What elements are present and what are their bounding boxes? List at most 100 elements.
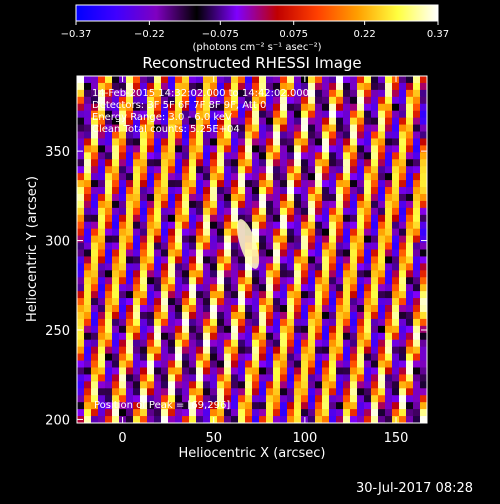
heatmap-cell [273, 256, 281, 264]
heatmap-cell [259, 360, 267, 369]
heatmap-cell [133, 395, 141, 403]
heatmap-cell [189, 298, 197, 306]
heatmap-cell [350, 332, 358, 341]
heatmap-cell [308, 402, 316, 410]
heatmap-cell [371, 173, 379, 181]
heatmap-cell [133, 103, 141, 112]
heatmap-cell [315, 180, 323, 188]
heatmap-cell [231, 187, 239, 195]
heatmap-cell [322, 187, 330, 195]
heatmap-cell [259, 367, 267, 376]
heatmap-cell [273, 346, 281, 355]
heatmap-cell [322, 180, 330, 188]
heatmap-cell [210, 145, 218, 153]
heatmap-cell [91, 214, 99, 223]
heatmap-cell [91, 242, 99, 251]
heatmap-cell [420, 110, 427, 119]
heatmap-cell [357, 291, 365, 299]
heatmap-cell [224, 353, 232, 362]
heatmap-cell [350, 228, 358, 237]
heatmap-cell [245, 152, 253, 160]
heatmap-cell [413, 221, 421, 230]
heatmap-cell [161, 221, 169, 230]
heatmap-cell [301, 367, 309, 376]
heatmap-cell [413, 381, 421, 389]
heatmap-cell [343, 311, 351, 320]
heatmap-cell [301, 214, 309, 223]
heatmap-cell [147, 187, 155, 195]
heatmap-cell [140, 242, 148, 251]
heatmap-cell [266, 318, 274, 327]
heatmap-cell [308, 409, 316, 417]
heatmap-cell [196, 353, 204, 362]
heatmap-cell [203, 270, 211, 278]
heatmap-cell [329, 409, 337, 417]
heatmap-cell [266, 374, 274, 382]
heatmap-cell [105, 332, 113, 341]
heatmap-cell [140, 117, 148, 126]
heatmap-cell [420, 82, 427, 91]
heatmap-cell [343, 360, 351, 369]
heatmap-cell [280, 131, 288, 140]
heatmap-cell [112, 395, 120, 403]
colorbar-tick-label: 0.22 [353, 29, 375, 40]
heatmap-cell [231, 166, 239, 174]
heatmap-cell [329, 311, 337, 320]
heatmap-cell [210, 311, 218, 320]
heatmap-cell [238, 416, 246, 423]
heatmap-cell [420, 360, 427, 369]
heatmap-cell [378, 325, 386, 334]
heatmap-cell [91, 249, 99, 258]
heatmap-cell [175, 145, 183, 153]
heatmap-cell [287, 138, 295, 146]
heatmap-cell [329, 207, 337, 216]
heatmap-cell [420, 388, 427, 396]
heatmap-cell [294, 416, 302, 423]
heatmap-cell [280, 159, 288, 167]
heatmap-cell [287, 367, 295, 376]
heatmap-cell [364, 103, 372, 112]
heatmap-cell [84, 353, 92, 362]
heatmap-cell [420, 284, 427, 292]
heatmap-cell [315, 207, 323, 216]
heatmap-cell [231, 305, 239, 313]
heatmap-cell [413, 110, 421, 119]
heatmap-cell [224, 291, 232, 299]
heatmap-cell [203, 103, 211, 112]
heatmap-cell [350, 291, 358, 299]
heatmap-cell [392, 388, 400, 396]
heatmap-cell [301, 187, 309, 195]
heatmap-cell [98, 318, 106, 327]
heatmap-cell [420, 270, 427, 278]
heatmap-cell [252, 270, 260, 278]
heatmap-cell [280, 374, 288, 382]
heatmap-cell [238, 207, 246, 216]
heatmap-cell [175, 381, 183, 389]
heatmap-cell [168, 131, 176, 140]
heatmap-cell [413, 242, 421, 251]
heatmap-cell [105, 311, 113, 320]
heatmap-cell [140, 187, 148, 195]
heatmap-cell [77, 76, 85, 84]
heatmap-cell [399, 173, 407, 181]
heatmap-cell [287, 263, 295, 271]
heatmap-cell [98, 145, 106, 153]
heatmap-cell [126, 311, 134, 320]
heatmap-cell [371, 402, 379, 410]
heatmap-cell [245, 193, 253, 202]
heatmap-cell [175, 318, 183, 327]
heatmap-cell [224, 117, 232, 126]
heatmap-cell [287, 187, 295, 195]
heatmap-cell [252, 305, 260, 313]
heatmap-cell [406, 311, 414, 320]
heatmap-cell [280, 388, 288, 396]
heatmap-cell [231, 200, 239, 209]
heatmap-cell [308, 360, 316, 369]
heatmap-cell [420, 339, 427, 348]
heatmap-cell [112, 256, 120, 264]
heatmap-cell [420, 221, 427, 230]
heatmap-cell [392, 325, 400, 334]
heatmap-cell [175, 221, 183, 230]
heatmap-cell [259, 332, 267, 341]
heatmap-cell [259, 242, 267, 251]
